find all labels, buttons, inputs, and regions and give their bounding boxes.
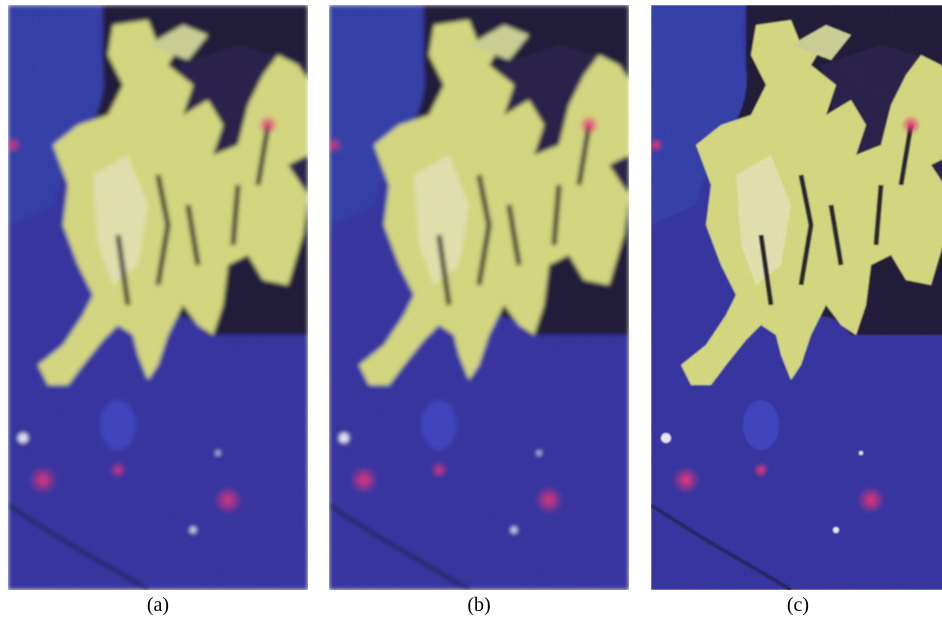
caption: (a) (147, 594, 169, 616)
caption: (c) (787, 594, 809, 616)
image-panel (648, 5, 942, 590)
image-panel (5, 5, 308, 590)
caption: (b) (467, 594, 490, 616)
image-panel (326, 5, 629, 590)
